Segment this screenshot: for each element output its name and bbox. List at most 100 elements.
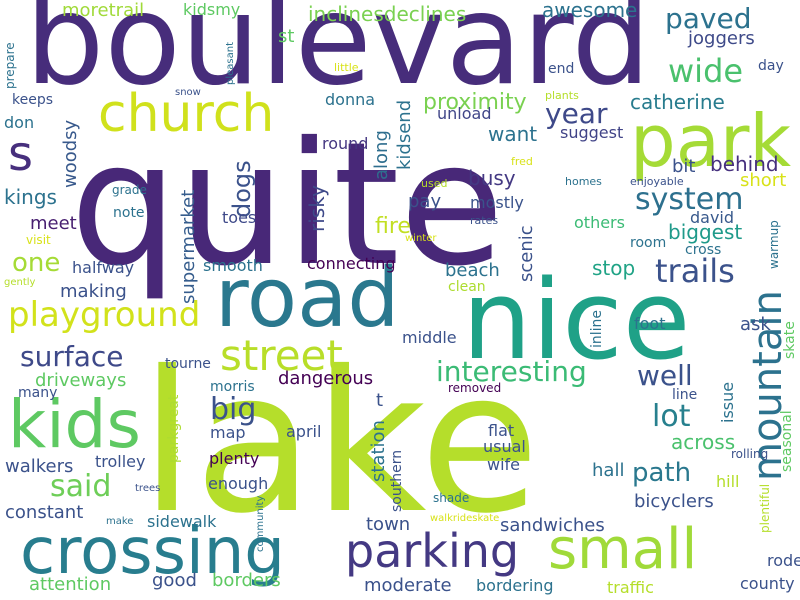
cloud-word-pleasant: pleasant xyxy=(225,42,236,86)
cloud-word-many: many xyxy=(18,385,58,401)
cloud-word-lake: lake xyxy=(140,329,540,556)
cloud-word-map: map xyxy=(210,423,246,442)
cloud-word-said: said xyxy=(50,469,112,504)
cloud-word-joggers: joggers xyxy=(688,28,755,49)
cloud-word-middle: middle xyxy=(402,328,457,347)
cloud-word-morris: morris xyxy=(210,379,255,395)
cloud-word-good: good xyxy=(152,570,197,591)
cloud-word-risky: risky xyxy=(305,185,329,232)
cloud-word-park: park xyxy=(630,99,792,183)
cloud-word-stop: stop xyxy=(592,256,636,280)
cloud-word-playground: playground xyxy=(8,295,201,335)
cloud-word-suggest: suggest xyxy=(560,123,624,142)
cloud-word-bordering: bordering xyxy=(476,576,554,595)
cloud-word-town: town xyxy=(366,514,411,535)
cloud-word-walkrideskate: walkrideskate xyxy=(430,513,500,524)
cloud-word-catherine: catherine xyxy=(630,90,725,114)
cloud-word-don: don xyxy=(4,113,35,132)
cloud-word-tourne: tourne xyxy=(165,356,211,372)
cloud-word-plants: plants xyxy=(545,89,579,102)
cloud-word-day: day xyxy=(758,58,784,74)
cloud-word-rode: rode xyxy=(767,551,800,570)
cloud-word-sidewalk: sidewalk xyxy=(147,512,217,531)
cloud-word-kings: kings xyxy=(4,185,57,209)
cloud-word-april: april xyxy=(286,422,322,441)
cloud-word-winter: winter xyxy=(405,233,437,244)
cloud-word-one: one xyxy=(12,248,61,278)
cloud-word-wife: wife xyxy=(487,455,521,474)
cloud-word-others: others xyxy=(574,213,625,232)
cloud-word-flat: flat xyxy=(488,421,515,440)
cloud-word-room: room xyxy=(630,235,667,251)
cloud-word-hall: hall xyxy=(592,460,625,481)
cloud-word-interesting: interesting xyxy=(436,355,587,388)
cloud-word-make: make xyxy=(106,516,134,527)
cloud-word-halfway: halfway xyxy=(72,258,135,277)
cloud-word-kidsmy: kidsmy xyxy=(183,0,241,19)
cloud-word-supermarket: supermarket xyxy=(178,190,199,305)
cloud-word-walkers: walkers xyxy=(5,456,74,477)
cloud-word-across: across xyxy=(671,430,736,454)
cloud-word-ask: ask xyxy=(740,314,771,335)
cloud-word-scenic: scenic xyxy=(516,225,537,282)
cloud-word-cross: cross xyxy=(685,242,722,258)
cloud-word-prepare: prepare xyxy=(3,42,17,89)
cloud-word-pay: pay xyxy=(408,191,442,212)
cloud-word-driveways: driveways xyxy=(35,370,127,391)
cloud-word-boulevard: boulevard xyxy=(25,0,651,113)
cloud-word-community: community xyxy=(255,496,266,553)
cloud-word-plentiful: plentiful xyxy=(758,484,772,534)
cloud-word-paved: paved xyxy=(665,2,752,35)
cloud-word-skate: skate xyxy=(782,321,798,359)
cloud-word-used: used xyxy=(421,177,448,190)
cloud-word-unload: unload xyxy=(437,104,492,123)
cloud-word-enjoyable: enjoyable xyxy=(630,175,684,188)
cloud-word-round: round xyxy=(322,134,369,153)
cloud-word-shade: shade xyxy=(433,491,470,505)
cloud-word-david: david xyxy=(690,208,735,227)
cloud-word-system: system xyxy=(635,182,744,217)
cloud-word-small: small xyxy=(548,517,698,582)
cloud-word-quite: quite xyxy=(70,106,505,304)
cloud-word-rolling: rolling xyxy=(731,447,769,461)
cloud-word-surface: surface xyxy=(20,340,124,373)
cloud-word-smooth: smooth xyxy=(203,256,263,275)
cloud-word-moderate: moderate xyxy=(364,575,452,596)
cloud-word-st: st xyxy=(278,26,295,47)
cloud-word-s: s xyxy=(8,126,34,182)
cloud-word-donna: donna xyxy=(325,90,376,109)
cloud-word-station: station xyxy=(368,420,389,482)
cloud-word-toes: toes xyxy=(222,208,257,227)
cloud-word-behind: behind xyxy=(710,152,779,176)
cloud-word-awesome: awesome xyxy=(542,0,638,22)
cloud-word-parking: parking xyxy=(345,524,520,578)
cloud-word-keeps: keeps xyxy=(12,92,54,108)
cloud-word-parkgreat: parkgreat xyxy=(166,395,182,464)
cloud-word-connecting: connecting xyxy=(307,254,396,273)
cloud-word-trees: trees xyxy=(135,483,161,494)
cloud-word-grade: grade xyxy=(112,183,147,197)
cloud-word-plenty: plenty xyxy=(209,449,260,468)
cloud-word-meet: meet xyxy=(30,213,77,234)
cloud-word-line: line xyxy=(672,387,698,403)
cloud-word-end: end xyxy=(548,61,575,77)
cloud-word-busy: busy xyxy=(468,166,516,190)
cloud-word-kidsend: kidsend xyxy=(394,100,415,171)
cloud-word-road: road xyxy=(215,251,400,346)
cloud-word-nice: nice xyxy=(462,256,691,384)
cloud-word-bicyclers: bicyclers xyxy=(634,491,714,512)
cloud-word-beach: beach xyxy=(445,260,500,281)
cloud-word-big: big xyxy=(210,392,257,427)
cloud-word-enough: enough xyxy=(208,474,269,493)
cloud-word-wide: wide xyxy=(668,52,744,90)
cloud-word-gently: gently xyxy=(4,277,36,288)
cloud-word-short: short xyxy=(740,170,787,191)
cloud-word-snow: snow xyxy=(175,87,201,98)
cloud-word-kids: kids xyxy=(8,386,141,463)
cloud-word-well: well xyxy=(637,359,693,392)
cloud-word-fire: fire xyxy=(375,214,411,239)
cloud-word-seasonal: seasonal xyxy=(779,410,795,472)
cloud-word-biggest: biggest xyxy=(668,220,743,244)
cloud-word-inclinesdeclines: inclinesdeclines xyxy=(308,2,467,26)
